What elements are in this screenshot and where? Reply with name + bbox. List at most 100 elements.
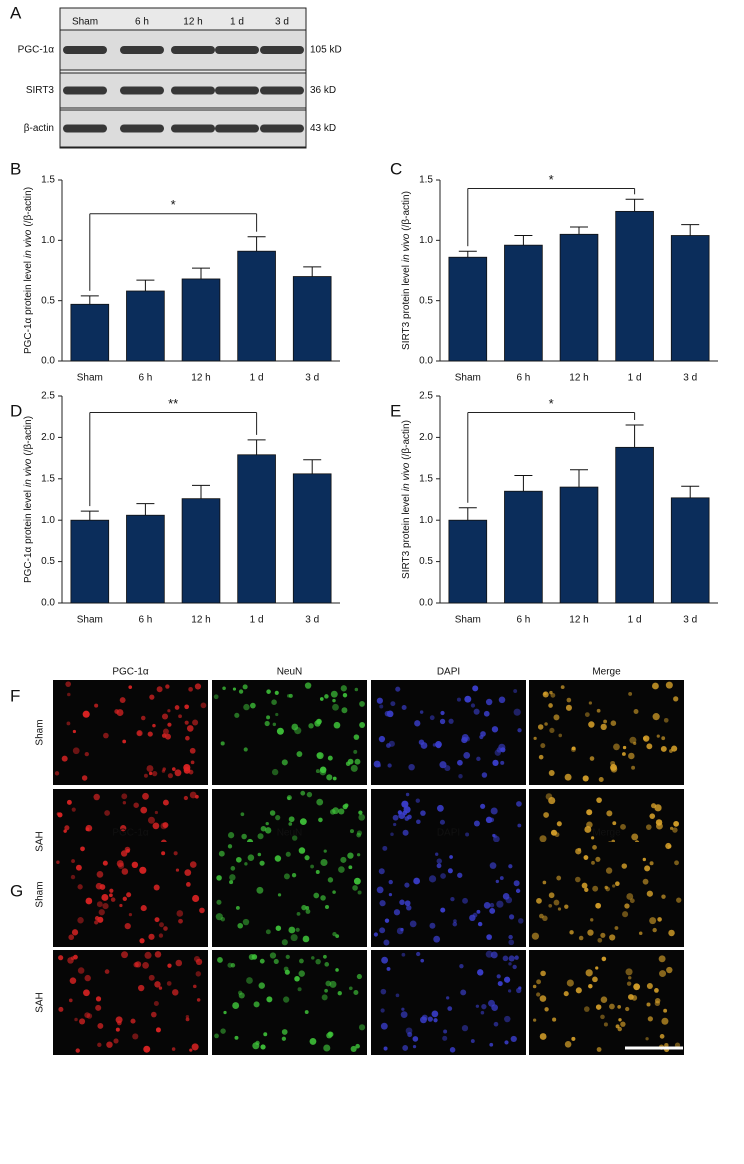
y-tick-label: 2.5 (419, 391, 433, 402)
cell (319, 768, 327, 776)
cell (644, 865, 651, 872)
cell (281, 1029, 288, 1035)
cell (462, 897, 468, 904)
cell (669, 826, 674, 830)
cell (86, 1013, 93, 1019)
micrograph (529, 680, 684, 785)
y-label-italic: in vivo (401, 462, 412, 491)
cell (139, 938, 145, 944)
cell (259, 958, 265, 964)
cell (395, 993, 400, 998)
cell (152, 723, 156, 728)
cell (407, 1032, 413, 1038)
cell (433, 935, 441, 943)
cell (283, 996, 290, 1003)
cell (264, 827, 272, 834)
cell (243, 747, 248, 752)
cell (354, 758, 361, 765)
cell (390, 701, 396, 707)
cell (595, 966, 599, 970)
cell (70, 874, 76, 880)
cell (656, 734, 660, 738)
cell (66, 721, 71, 726)
cell (358, 810, 363, 815)
cell (412, 1036, 419, 1042)
cell (271, 699, 277, 705)
cell (631, 765, 636, 770)
cell (401, 952, 406, 957)
cell (148, 933, 155, 940)
cell (382, 845, 388, 851)
x-tick-label: 12 h (569, 373, 588, 384)
band (171, 86, 215, 95)
cell (242, 918, 250, 926)
cell (75, 1048, 80, 1053)
cell (420, 958, 425, 963)
cell (440, 710, 445, 716)
cell (115, 1027, 120, 1032)
cell (131, 861, 139, 869)
cell (379, 927, 386, 934)
cell (222, 686, 226, 691)
cell (84, 974, 91, 982)
cell (256, 886, 264, 894)
cell (94, 916, 100, 921)
cell (72, 729, 77, 734)
cell (191, 1043, 199, 1051)
cell (323, 954, 327, 959)
cell (508, 864, 513, 869)
cell (290, 934, 298, 942)
lane-label: 12 h (183, 17, 202, 28)
cell (264, 720, 270, 727)
cell (416, 819, 421, 825)
cell (626, 893, 634, 900)
cell (84, 751, 89, 757)
cell (539, 995, 547, 1002)
size-label: 105 kD (310, 45, 342, 56)
cell (353, 734, 360, 740)
cell (380, 1008, 385, 1013)
cell (496, 974, 501, 979)
cell (193, 955, 200, 963)
cell (189, 791, 197, 799)
cell (298, 970, 305, 977)
cell (345, 761, 351, 767)
cell (654, 997, 661, 1004)
cell (508, 962, 512, 966)
cell (321, 994, 328, 1001)
x-tick-label: Sham (77, 373, 103, 384)
cell (283, 873, 290, 880)
cell (172, 767, 176, 771)
x-tick-label: 1 d (250, 373, 264, 384)
cell (71, 807, 76, 812)
cell (235, 856, 242, 863)
cell (291, 873, 297, 878)
cell (461, 736, 468, 744)
cell (592, 976, 598, 983)
y-tick-label: 0.0 (41, 356, 55, 367)
cell (627, 976, 632, 980)
cell (665, 681, 673, 689)
cell (652, 713, 660, 721)
cell (646, 1002, 651, 1007)
cell (443, 1029, 448, 1034)
bar (126, 290, 165, 362)
bar (504, 244, 543, 362)
cell (373, 760, 381, 768)
cell (284, 969, 290, 975)
cell (610, 764, 617, 771)
cell (435, 852, 439, 856)
cell (584, 826, 592, 833)
cell (645, 1037, 649, 1041)
cell (156, 686, 163, 693)
cell (620, 823, 626, 830)
cell (93, 793, 100, 801)
cell (72, 747, 80, 755)
y-tick-label: 2.0 (41, 432, 55, 443)
cell (102, 860, 108, 866)
cell (266, 996, 273, 1003)
cell (162, 799, 169, 806)
cell (330, 690, 338, 698)
cell (440, 873, 446, 879)
cell (183, 795, 189, 801)
